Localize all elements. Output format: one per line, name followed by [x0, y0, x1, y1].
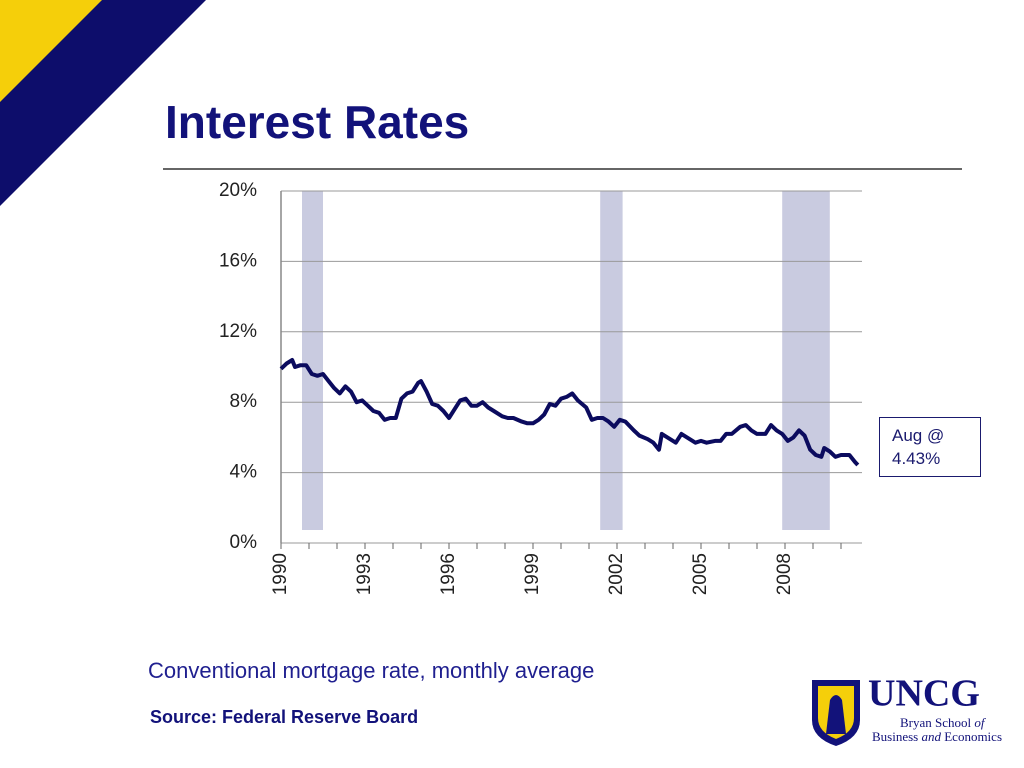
source: Source: Federal Reserve Board	[150, 707, 418, 727]
x-tick-label: 1996	[438, 553, 459, 595]
annotation: Aug @ 4.43%	[879, 417, 981, 477]
logo: UNCG Bryan School of Business and Econom…	[812, 673, 1002, 746]
logo-text: of	[974, 715, 987, 730]
rate-line	[279, 358, 860, 467]
recession-band	[600, 191, 623, 530]
y-tick-label: 0%	[230, 532, 258, 553]
corner-yellow	[0, 0, 102, 102]
logo-line1: Bryan School of	[900, 715, 987, 730]
x-tick-label: 2002	[606, 553, 627, 595]
x-tick-label: 2005	[690, 553, 711, 595]
x-tick-label: 1993	[354, 553, 375, 595]
plot	[281, 190, 862, 544]
y-tick-label: 12%	[219, 321, 257, 342]
slide-title: Interest Rates	[165, 96, 469, 148]
corner-navy	[0, 0, 206, 206]
y-tick-label: 20%	[219, 180, 257, 201]
logo-text: Economics	[944, 729, 1002, 744]
logo-text: Business	[872, 729, 918, 744]
y-tick-label: 16%	[219, 250, 257, 271]
recession-band	[302, 191, 323, 530]
logo-line2: Business and Economics	[872, 729, 1002, 744]
x-tick-label: 1990	[270, 553, 291, 595]
x-tick-label: 2008	[774, 553, 795, 595]
logo-name: UNCG	[868, 673, 980, 715]
caption: Conventional mortgage rate, monthly aver…	[148, 658, 594, 683]
logo-text: Bryan School	[900, 715, 972, 730]
logo-figure	[826, 695, 846, 734]
y-tick-label: 8%	[230, 391, 258, 412]
logo-text: and	[921, 729, 941, 744]
x-tick-label: 1999	[522, 553, 543, 595]
y-tick-label: 4%	[230, 462, 258, 483]
recession-band	[782, 191, 830, 530]
